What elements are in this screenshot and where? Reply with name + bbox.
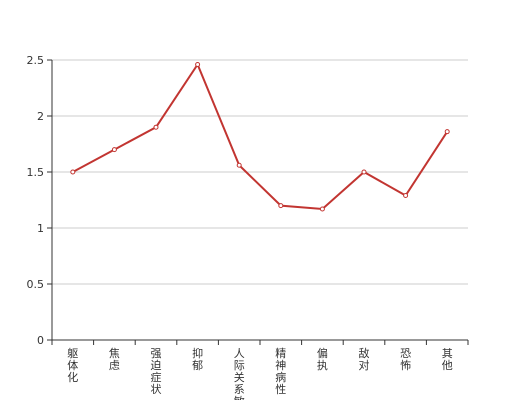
y-tick-label: 1 <box>37 222 44 235</box>
y-tick-label: 2.5 <box>27 54 45 67</box>
point <box>319 206 325 212</box>
x-tick-label: 强迫症状 <box>151 347 162 396</box>
point <box>111 147 117 153</box>
x-tick-label: 抑郁 <box>192 346 203 372</box>
x-tick-label: 敌对 <box>359 346 370 372</box>
point <box>278 203 284 209</box>
point <box>403 193 409 199</box>
point <box>361 169 367 175</box>
x-tick-label: 焦虑 <box>109 347 120 372</box>
y-tick-label: 1.5 <box>27 166 45 179</box>
y-tick-label: 0.5 <box>27 278 45 291</box>
x-tick-label: 偏执 <box>317 346 328 372</box>
x-tick-label: 人际关系敏感 <box>234 347 245 400</box>
point <box>153 124 159 130</box>
x-tick-label: 恐怖 <box>400 347 411 372</box>
x-tick-label: 躯体化 <box>67 347 78 384</box>
line <box>72 62 449 210</box>
point <box>70 169 76 175</box>
x-tick-label: 精神病性 <box>275 347 286 396</box>
x-tick-label: 其他 <box>442 347 453 372</box>
y-tick-label: 2 <box>37 110 44 123</box>
point <box>444 129 450 135</box>
point <box>236 162 242 168</box>
point <box>195 61 201 67</box>
y-tick-label: 0 <box>37 334 44 347</box>
